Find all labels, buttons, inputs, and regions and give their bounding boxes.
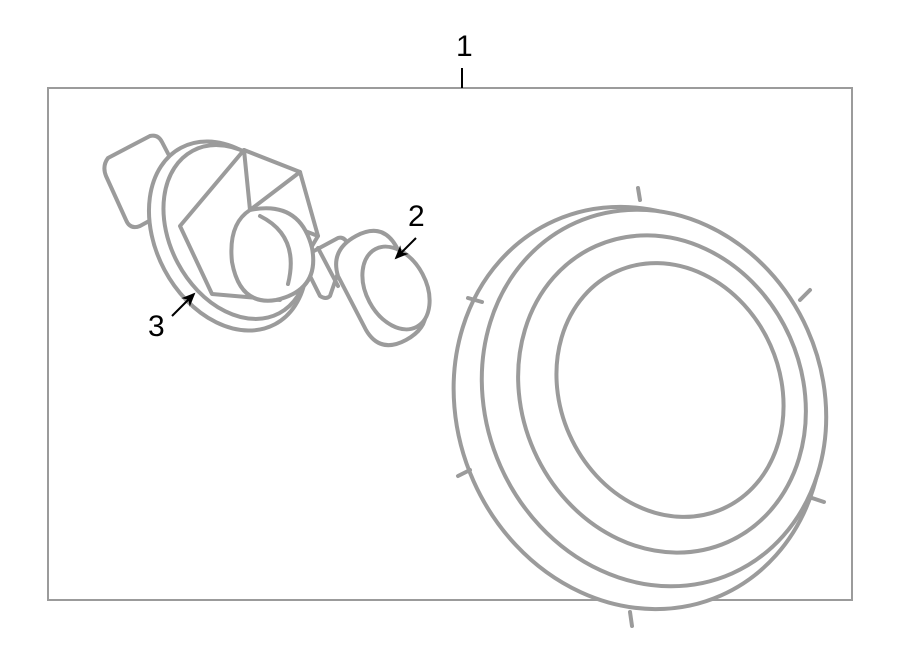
callout-label-3: 3 bbox=[148, 310, 165, 344]
part-bolt bbox=[104, 114, 338, 358]
callout-label-1: 1 bbox=[456, 30, 473, 64]
diagram-svg bbox=[0, 0, 900, 661]
diagram-canvas: 1 2 3 bbox=[0, 0, 900, 661]
part-lens bbox=[390, 148, 886, 661]
callout-label-2: 2 bbox=[408, 200, 425, 234]
part-pin bbox=[306, 231, 444, 345]
